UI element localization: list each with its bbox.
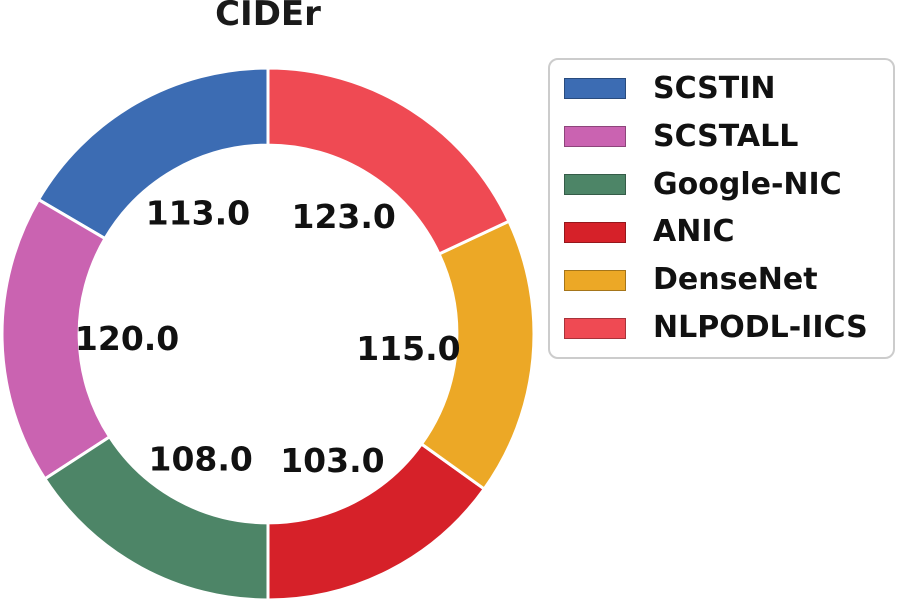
legend-label: NLPODL-IICS (653, 310, 868, 346)
legend-item-densenet: DenseNet (564, 256, 883, 304)
value-label-densenet: 115.0 (356, 329, 460, 368)
legend-swatch-scstin (564, 78, 626, 100)
legend-item-scstin: SCSTIN (564, 65, 883, 113)
legend-swatch-scstall (564, 126, 626, 148)
value-label-nlpodl-iics: 123.0 (292, 197, 396, 236)
legend-swatch-anic (564, 221, 626, 243)
legend-label: DenseNet (653, 262, 818, 298)
chart-title: CIDEr (215, 0, 321, 34)
pie-segment-nlpodl-iics (266, 66, 511, 256)
value-label-google-nic: 108.0 (149, 440, 253, 479)
legend-label: SCSTALL (653, 118, 799, 154)
legend: SCSTIN SCSTALL Google-NIC ANIC DenseNet NLPOD… (548, 58, 895, 359)
legend-item-scstall: SCSTALL (564, 113, 883, 161)
legend-item-nlpodl-iics: NLPODL-IICS (564, 304, 883, 352)
legend-item-anic: ANIC (564, 208, 883, 256)
value-label-scstin: 113.0 (146, 194, 250, 233)
legend-label: ANIC (653, 214, 735, 250)
legend-item-google-nic: Google-NIC (564, 161, 883, 209)
legend-swatch-nlpodl-iics (564, 317, 626, 339)
legend-label: Google-NIC (653, 166, 842, 202)
legend-label: SCSTIN (653, 70, 776, 106)
value-label-anic: 103.0 (280, 441, 384, 480)
legend-swatch-google-nic (564, 174, 626, 196)
value-label-scstall: 120.0 (75, 319, 179, 358)
legend-swatch-densenet (564, 269, 626, 291)
